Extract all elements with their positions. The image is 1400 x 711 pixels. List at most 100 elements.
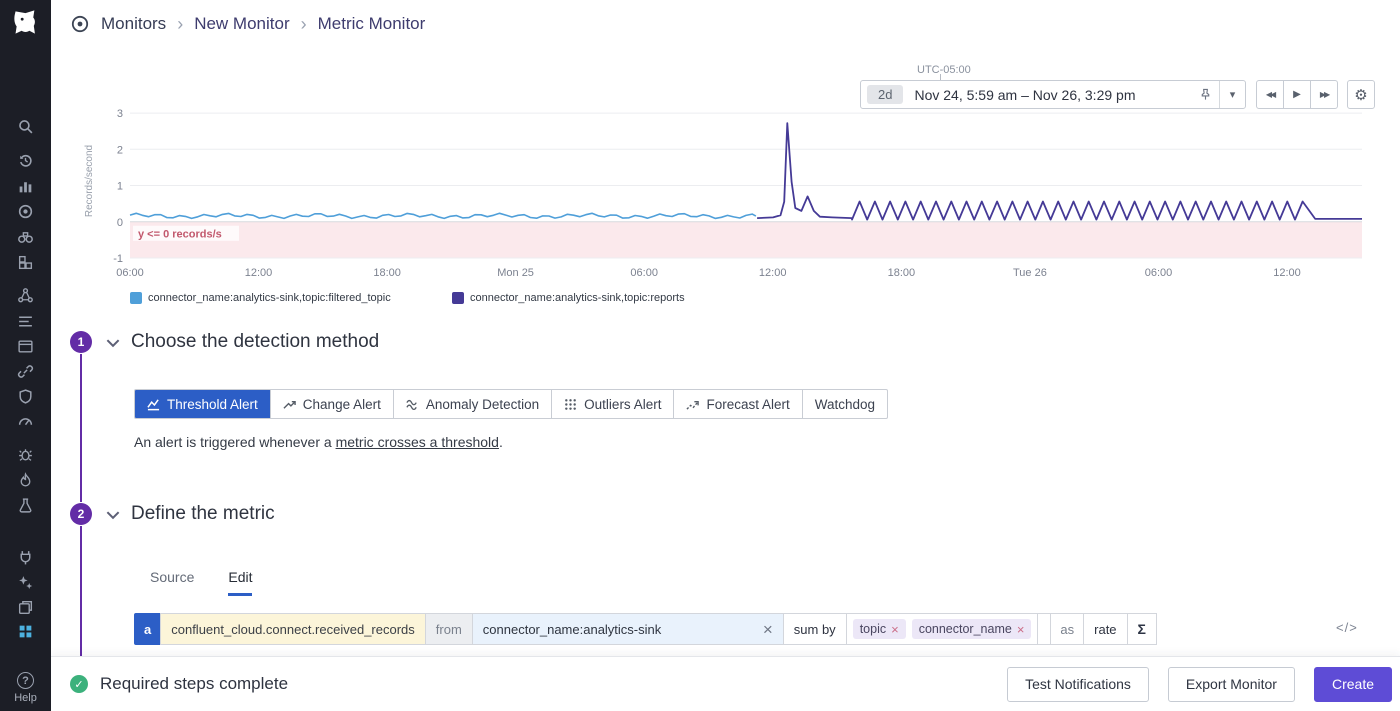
code-view-icon[interactable]: </>: [1336, 620, 1358, 635]
svg-text:Records/second: Records/second: [84, 145, 95, 217]
utc-tick-mark: [940, 74, 941, 80]
tab-outliers-alert[interactable]: Outliers Alert: [551, 390, 673, 418]
legend-item-reports[interactable]: connector_name:analytics-sink,topic:repo…: [452, 292, 685, 304]
svg-text:1: 1: [117, 181, 123, 193]
svg-text:0: 0: [117, 217, 123, 229]
profiling-flame-icon[interactable]: [17, 472, 34, 489]
tab-watchdog[interactable]: Watchdog: [801, 390, 887, 418]
breadcrumb-new-monitor[interactable]: New Monitor: [194, 13, 290, 33]
threshold-alert-icon: [147, 398, 160, 411]
required-steps-status: Required steps complete: [100, 674, 289, 693]
workflows-copy-icon[interactable]: [17, 599, 34, 616]
breadcrumb: Monitors › New Monitor › Metric Monitor: [51, 0, 1400, 47]
svg-text:Tue 26: Tue 26: [1013, 267, 1047, 279]
tab-source[interactable]: Source: [150, 569, 195, 585]
metric-editor-tabs: Source Edit: [150, 569, 253, 596]
tab-anomaly-detection[interactable]: Anomaly Detection: [392, 390, 551, 418]
infrastructure-icon[interactable]: [17, 228, 34, 245]
fast-forward-icon: ▶▶: [1319, 90, 1330, 99]
legend-label: connector_name:analytics-sink,topic:filt…: [148, 292, 391, 304]
collapse-section-1-chevron[interactable]: [104, 334, 122, 352]
tab-label: Outliers Alert: [584, 396, 662, 412]
step-2-badge: 2: [70, 503, 92, 525]
recent-activity-icon[interactable]: [17, 152, 34, 169]
time-range-chip[interactable]: 2d: [867, 85, 904, 104]
aggregation-sigma-button[interactable]: Σ: [1126, 613, 1157, 645]
containers-icon[interactable]: [17, 254, 34, 271]
group-tag-connector-name[interactable]: connector_name ×: [911, 619, 1032, 639]
query-spacer-cell[interactable]: [1037, 613, 1052, 645]
group-by-field[interactable]: topic × connector_name ×: [845, 613, 1039, 645]
forecast-alert-icon: [686, 398, 700, 411]
question-mark-icon: ?: [17, 672, 34, 689]
scope-filter-field[interactable]: connector_name:analytics-sink ×: [471, 613, 784, 645]
query-letter-badge: a: [134, 613, 162, 645]
service-map-icon[interactable]: [17, 287, 34, 304]
svg-text:06:00: 06:00: [1145, 267, 1173, 279]
outliers-alert-icon: [564, 398, 577, 411]
integrations-plug-icon[interactable]: [17, 549, 34, 566]
rum-icon[interactable]: [17, 338, 34, 355]
search-icon[interactable]: [17, 118, 34, 135]
help-label: Help: [14, 692, 37, 704]
remove-tag-icon[interactable]: ×: [1016, 621, 1025, 637]
monitors-nav-icon[interactable]: [17, 203, 34, 220]
time-play-button[interactable]: ▶: [1283, 80, 1311, 109]
time-range-text[interactable]: Nov 24, 5:59 am – Nov 26, 3:29 pm: [914, 86, 1136, 103]
legend-item-filtered-topic[interactable]: connector_name:analytics-sink,topic:filt…: [130, 292, 391, 304]
sparkle-icon[interactable]: [17, 574, 34, 591]
security-shield-icon[interactable]: [17, 388, 34, 405]
step-connector-line: [80, 526, 82, 656]
tab-label: Forecast Alert: [706, 396, 790, 412]
svg-text:12:00: 12:00: [245, 267, 273, 279]
threshold-help-link[interactable]: metric crosses a threshold: [335, 434, 499, 450]
tab-change-alert[interactable]: Change Alert: [269, 390, 393, 418]
synthetics-link-icon[interactable]: [17, 363, 34, 380]
svg-text:3: 3: [117, 108, 123, 120]
organization-settings-icon[interactable]: [17, 623, 34, 640]
chart-settings-button[interactable]: ⚙: [1347, 80, 1375, 109]
breadcrumb-monitors[interactable]: Monitors: [101, 13, 167, 33]
remove-tag-icon[interactable]: ×: [891, 621, 899, 637]
time-backward-button[interactable]: ◀◀: [1256, 80, 1284, 109]
time-range-picker[interactable]: 2d Nov 24, 5:59 am – Nov 26, 3:29 pm ▾: [860, 80, 1246, 109]
export-monitor-button[interactable]: Export Monitor: [1167, 666, 1295, 702]
detection-method-tabs: Threshold Alert Change Alert Anomaly Det…: [134, 389, 889, 419]
description-text: .: [498, 434, 503, 450]
rate-selector[interactable]: rate: [1083, 613, 1128, 645]
datadog-logo[interactable]: [10, 7, 41, 38]
pin-icon[interactable]: [1191, 81, 1219, 108]
tab-edit[interactable]: Edit: [228, 569, 253, 596]
logs-icon[interactable]: [17, 313, 34, 330]
tests-flask-icon[interactable]: [17, 497, 34, 514]
group-tag-topic[interactable]: topic ×: [852, 619, 906, 639]
description-text: An alert is triggered whenever a: [134, 434, 336, 450]
tab-label: Change Alert: [302, 396, 381, 412]
svg-text:18:00: 18:00: [373, 267, 401, 279]
from-label: from: [424, 613, 473, 645]
svg-text:2: 2: [117, 144, 123, 156]
create-button[interactable]: Create: [1313, 666, 1392, 702]
metric-preview-chart[interactable]: 3 2 1 0 -1 06:00 12:00 18:00 Mon 25 06:00 12:00 18:…: [51, 47, 1400, 312]
time-forward-button[interactable]: ▶▶: [1310, 80, 1338, 109]
detection-description: An alert is triggered whenever a metric …: [134, 434, 503, 450]
clear-scope-icon[interactable]: ×: [762, 619, 773, 639]
step-connector-line: [80, 354, 82, 502]
slo-gauge-icon[interactable]: [17, 413, 34, 430]
tab-threshold-alert[interactable]: Threshold Alert: [135, 390, 270, 418]
metric-name-field[interactable]: confluent_cloud.connect.received_records: [160, 613, 426, 645]
dashboards-icon[interactable]: [17, 178, 34, 195]
breadcrumb-separator: ›: [177, 13, 184, 34]
chevron-down-icon[interactable]: ▾: [1219, 81, 1245, 108]
svg-text:12:00: 12:00: [1273, 267, 1301, 279]
sum-by-label[interactable]: sum by: [782, 613, 847, 645]
help-button[interactable]: ? Help: [0, 671, 51, 704]
section-1-title: Choose the detection method: [131, 331, 380, 352]
test-notifications-button[interactable]: Test Notifications: [1007, 666, 1149, 702]
collapse-section-2-chevron[interactable]: [104, 506, 122, 524]
tab-forecast-alert[interactable]: Forecast Alert: [673, 390, 801, 418]
breadcrumb-metric-monitor[interactable]: Metric Monitor: [317, 13, 426, 33]
error-tracking-bug-icon[interactable]: [17, 446, 34, 463]
svg-text:18:00: 18:00: [888, 267, 916, 279]
